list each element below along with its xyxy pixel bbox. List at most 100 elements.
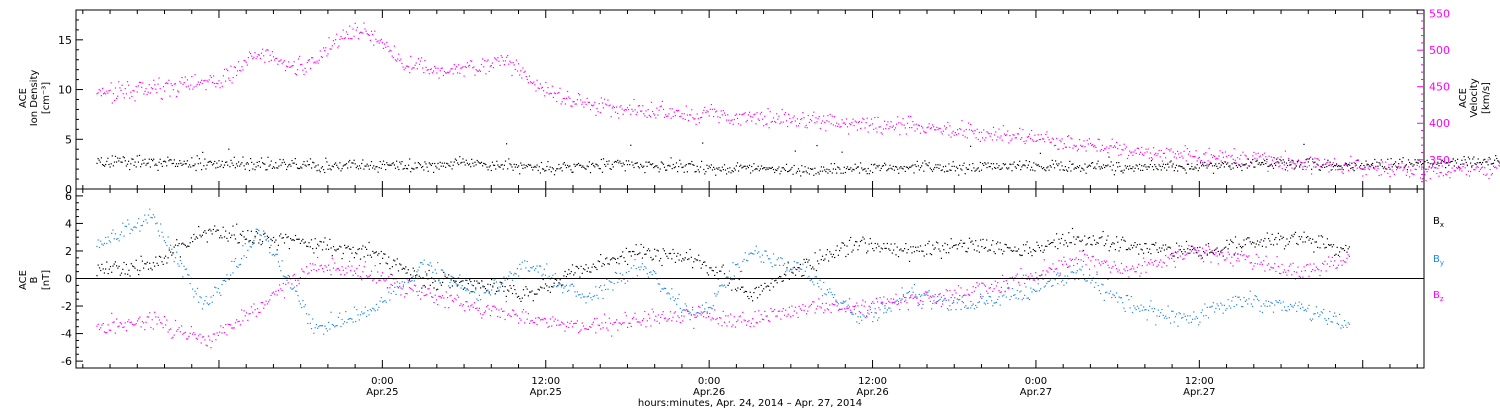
b-point-by bbox=[1024, 295, 1025, 296]
b-point-bx bbox=[1054, 240, 1055, 241]
velocity-point bbox=[361, 32, 362, 33]
velocity-point bbox=[1371, 165, 1372, 166]
b-point-bx bbox=[897, 247, 898, 248]
b-point-bx bbox=[301, 240, 302, 241]
density-point bbox=[1493, 163, 1494, 164]
density-point bbox=[606, 161, 607, 162]
velocity-point bbox=[1311, 173, 1312, 174]
b-point-bx bbox=[741, 287, 742, 288]
velocity-point bbox=[606, 105, 607, 106]
velocity-point bbox=[1386, 168, 1387, 169]
b-point-by bbox=[220, 295, 221, 296]
b-point-bx bbox=[1255, 246, 1256, 247]
b-point-bx bbox=[337, 249, 338, 250]
b-point-by bbox=[208, 304, 209, 305]
b-point-bx bbox=[556, 280, 557, 281]
velocity-point bbox=[458, 64, 459, 65]
b-point-by bbox=[779, 265, 780, 266]
density-point bbox=[171, 159, 172, 160]
b-point-by bbox=[693, 328, 694, 329]
b-point-bx bbox=[881, 248, 882, 249]
velocity-point bbox=[1360, 168, 1361, 169]
density-point bbox=[791, 167, 792, 168]
velocity-point bbox=[1470, 171, 1471, 172]
density-point bbox=[428, 171, 429, 172]
velocity-point bbox=[903, 118, 904, 119]
b-point-bx bbox=[876, 247, 877, 248]
density-point bbox=[317, 170, 318, 171]
b-point-bx bbox=[288, 236, 289, 237]
density-point bbox=[343, 165, 344, 166]
density-point bbox=[307, 161, 308, 162]
b-point-by bbox=[399, 283, 400, 284]
b-point-by bbox=[583, 296, 584, 297]
b-point-bx bbox=[1020, 255, 1021, 256]
b-point-by bbox=[900, 300, 901, 301]
velocity-point bbox=[668, 113, 669, 114]
b-point-bx bbox=[785, 275, 786, 276]
b-point-bx bbox=[478, 283, 479, 284]
b-point-bx bbox=[387, 263, 388, 264]
b-point-bx bbox=[1247, 237, 1248, 238]
density-point bbox=[222, 161, 223, 162]
velocity-point bbox=[589, 102, 590, 103]
density-point bbox=[418, 162, 419, 163]
density-point bbox=[112, 155, 113, 156]
velocity-point bbox=[1347, 166, 1348, 167]
density-point bbox=[1387, 159, 1388, 160]
density-point bbox=[998, 165, 999, 166]
density-point bbox=[1418, 163, 1419, 164]
density-point bbox=[933, 169, 934, 170]
velocity-point bbox=[1406, 175, 1407, 176]
b-point-by bbox=[552, 275, 553, 276]
b-point-bx bbox=[1098, 243, 1099, 244]
density-point bbox=[1131, 168, 1132, 169]
velocity-point bbox=[1361, 168, 1362, 169]
b-point-bx bbox=[1326, 247, 1327, 248]
velocity-point bbox=[905, 127, 906, 128]
b-point-bx bbox=[1148, 252, 1149, 253]
density-point bbox=[1491, 163, 1492, 164]
density-point bbox=[736, 165, 737, 166]
b-point-by bbox=[1247, 303, 1248, 304]
velocity-point bbox=[1431, 168, 1432, 169]
density-point bbox=[863, 169, 864, 170]
density-point bbox=[727, 168, 728, 169]
density-point bbox=[542, 168, 543, 169]
velocity-point bbox=[639, 105, 640, 106]
velocity-point bbox=[1288, 158, 1289, 159]
density-point bbox=[1401, 161, 1402, 162]
b-point-bz bbox=[263, 308, 264, 309]
density-point bbox=[1108, 157, 1109, 158]
b-point-bx bbox=[517, 297, 518, 298]
b-point-bx bbox=[569, 273, 570, 274]
b-point-bx bbox=[756, 287, 757, 288]
density-point bbox=[430, 164, 431, 165]
density-point bbox=[649, 162, 650, 163]
b-point-bz bbox=[109, 330, 110, 331]
b-point-by bbox=[179, 266, 180, 267]
velocity-point bbox=[333, 40, 334, 41]
b-point-bx bbox=[391, 274, 392, 275]
b-point-by bbox=[1095, 282, 1096, 283]
velocity-point bbox=[1285, 151, 1286, 152]
velocity-point bbox=[1266, 161, 1267, 162]
density-point bbox=[980, 162, 981, 163]
b-point-by bbox=[438, 280, 439, 281]
b-point-by bbox=[540, 266, 541, 267]
density-point bbox=[526, 165, 527, 166]
velocity-point bbox=[594, 102, 595, 103]
b-point-by bbox=[696, 313, 697, 314]
density-point bbox=[412, 168, 413, 169]
velocity-point bbox=[994, 134, 995, 135]
density-point bbox=[868, 168, 869, 169]
velocity-point bbox=[999, 137, 1000, 138]
b-point-bx bbox=[125, 273, 126, 274]
b-point-bz bbox=[225, 324, 226, 325]
b-point-bx bbox=[1288, 244, 1289, 245]
velocity-point bbox=[434, 66, 435, 67]
velocity-point bbox=[971, 130, 972, 131]
b-point-bx bbox=[929, 241, 930, 242]
b-point-bx bbox=[1076, 239, 1077, 240]
velocity-point bbox=[1460, 168, 1461, 169]
